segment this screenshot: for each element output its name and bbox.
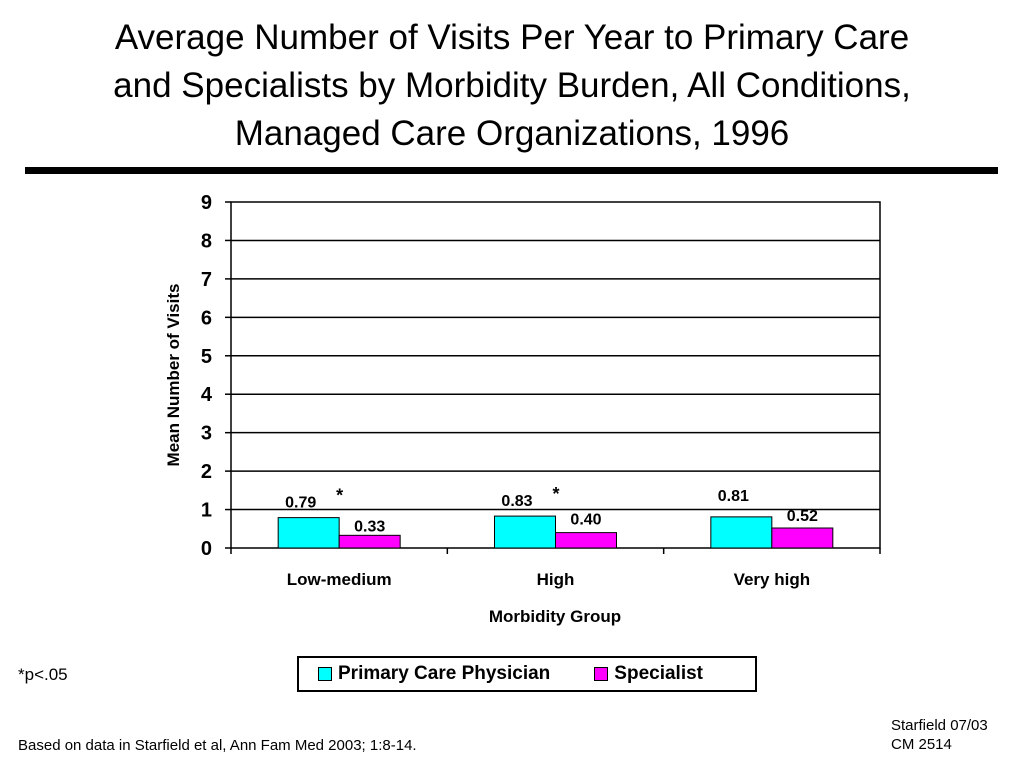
significance-footnote: *p<.05 (18, 665, 68, 684)
title-divider (25, 167, 998, 174)
data-label: 0.83 (501, 493, 532, 510)
significance-marker: * (553, 484, 560, 504)
credit-line-1: Starfield 07/03 (891, 717, 988, 734)
y-tick-label: 9 (201, 192, 212, 214)
credit-note: Starfield 07/03 CM 2514 (891, 716, 988, 754)
y-tick-label: 3 (201, 423, 212, 445)
legend-item-specialist: Specialist (594, 663, 703, 685)
y-tick-label: 8 (201, 230, 212, 252)
bar (338, 534, 401, 549)
bar (494, 515, 556, 549)
legend-swatch-specialist (594, 667, 609, 681)
source-note: Based on data in Starfield et al, Ann Fa… (18, 737, 417, 754)
data-label: 0.40 (570, 512, 601, 529)
plot-area (230, 201, 881, 549)
bar (771, 527, 834, 549)
bar (555, 532, 617, 549)
data-label: 0.52 (787, 508, 818, 525)
x-tick-label: High (537, 570, 575, 589)
chart-legend: Primary Care Physician Specialist (297, 656, 757, 692)
y-axis-title: Mean Number of Visits (164, 284, 183, 467)
y-tick-label: 7 (201, 269, 212, 291)
credit-line-2: CM 2514 (891, 736, 952, 753)
data-label: 0.79 (285, 495, 316, 512)
bar (710, 516, 773, 549)
legend-label-specialist: Specialist (614, 663, 704, 684)
title-line-1: Average Number of Visits Per Year to Pri… (114, 18, 910, 57)
data-label: 0.33 (354, 518, 385, 535)
x-tick-label: Low-medium (287, 570, 392, 589)
title-line-3: Managed Care Organizations, 1996 (234, 114, 790, 153)
x-tick-label: Very high (734, 570, 811, 589)
y-tick-label: 0 (201, 538, 212, 560)
title-line-2: and Specialists by Morbidity Burden, All… (113, 66, 911, 105)
bar-chart: 0 1 2 3 4 5 6 7 8 9 Low-medium High Very high 0.79 0.8… (164, 192, 881, 626)
bar (277, 517, 340, 549)
legend-label-primary-care: Primary Care Physician (338, 663, 551, 684)
significance-marker: * (336, 486, 343, 506)
data-label: 0.81 (718, 488, 749, 505)
legend-item-primary-care: Primary Care Physician (318, 663, 550, 685)
y-tick-label: 4 (201, 384, 213, 406)
y-tick-label: 6 (201, 307, 212, 329)
chart-title: Average Number of Visits Per Year to Pri… (20, 14, 1004, 158)
x-axis-title: Morbidity Group (489, 607, 621, 626)
y-tick-label: 5 (201, 346, 212, 368)
legend-swatch-primary-care (318, 667, 332, 681)
y-tick-label: 2 (201, 461, 212, 483)
y-tick-label: 1 (201, 500, 212, 522)
